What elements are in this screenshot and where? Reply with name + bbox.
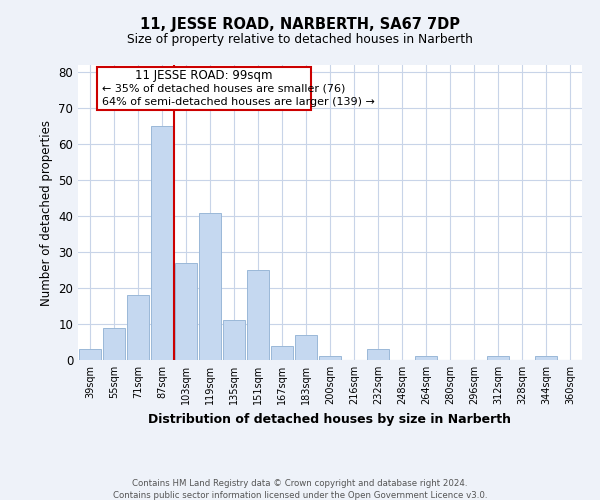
X-axis label: Distribution of detached houses by size in Narberth: Distribution of detached houses by size … [149,412,511,426]
Y-axis label: Number of detached properties: Number of detached properties [40,120,53,306]
Text: 11, JESSE ROAD, NARBERTH, SA67 7DP: 11, JESSE ROAD, NARBERTH, SA67 7DP [140,18,460,32]
Bar [127,295,149,360]
Bar [175,263,197,360]
Bar [79,349,101,360]
Bar [271,346,293,360]
Text: Contains public sector information licensed under the Open Government Licence v3: Contains public sector information licen… [113,491,487,500]
Bar [295,335,317,360]
Text: 64% of semi-detached houses are larger (139) →: 64% of semi-detached houses are larger (… [102,97,375,107]
Bar [199,212,221,360]
Bar [223,320,245,360]
FancyBboxPatch shape [97,67,311,110]
Bar [415,356,437,360]
Bar [103,328,125,360]
Bar [487,356,509,360]
Text: Contains HM Land Registry data © Crown copyright and database right 2024.: Contains HM Land Registry data © Crown c… [132,479,468,488]
Bar [367,349,389,360]
Bar [535,356,557,360]
Bar [247,270,269,360]
Text: ← 35% of detached houses are smaller (76): ← 35% of detached houses are smaller (76… [102,84,346,94]
Bar [319,356,341,360]
Bar [151,126,173,360]
Text: 11 JESSE ROAD: 99sqm: 11 JESSE ROAD: 99sqm [135,69,273,82]
Text: Size of property relative to detached houses in Narberth: Size of property relative to detached ho… [127,32,473,46]
